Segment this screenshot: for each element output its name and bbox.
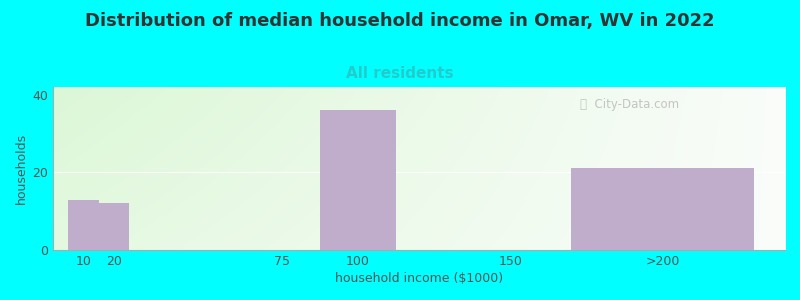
Bar [98,203,129,250]
Text: ⓘ  City-Data.com: ⓘ City-Data.com [580,98,679,111]
Text: Distribution of median household income in Omar, WV in 2022: Distribution of median household income … [85,12,715,30]
Bar [571,169,754,250]
Text: All residents: All residents [346,66,454,81]
Bar [68,200,98,250]
Y-axis label: households: households [15,133,28,204]
Bar [320,110,396,250]
X-axis label: household income ($1000): household income ($1000) [335,272,503,285]
